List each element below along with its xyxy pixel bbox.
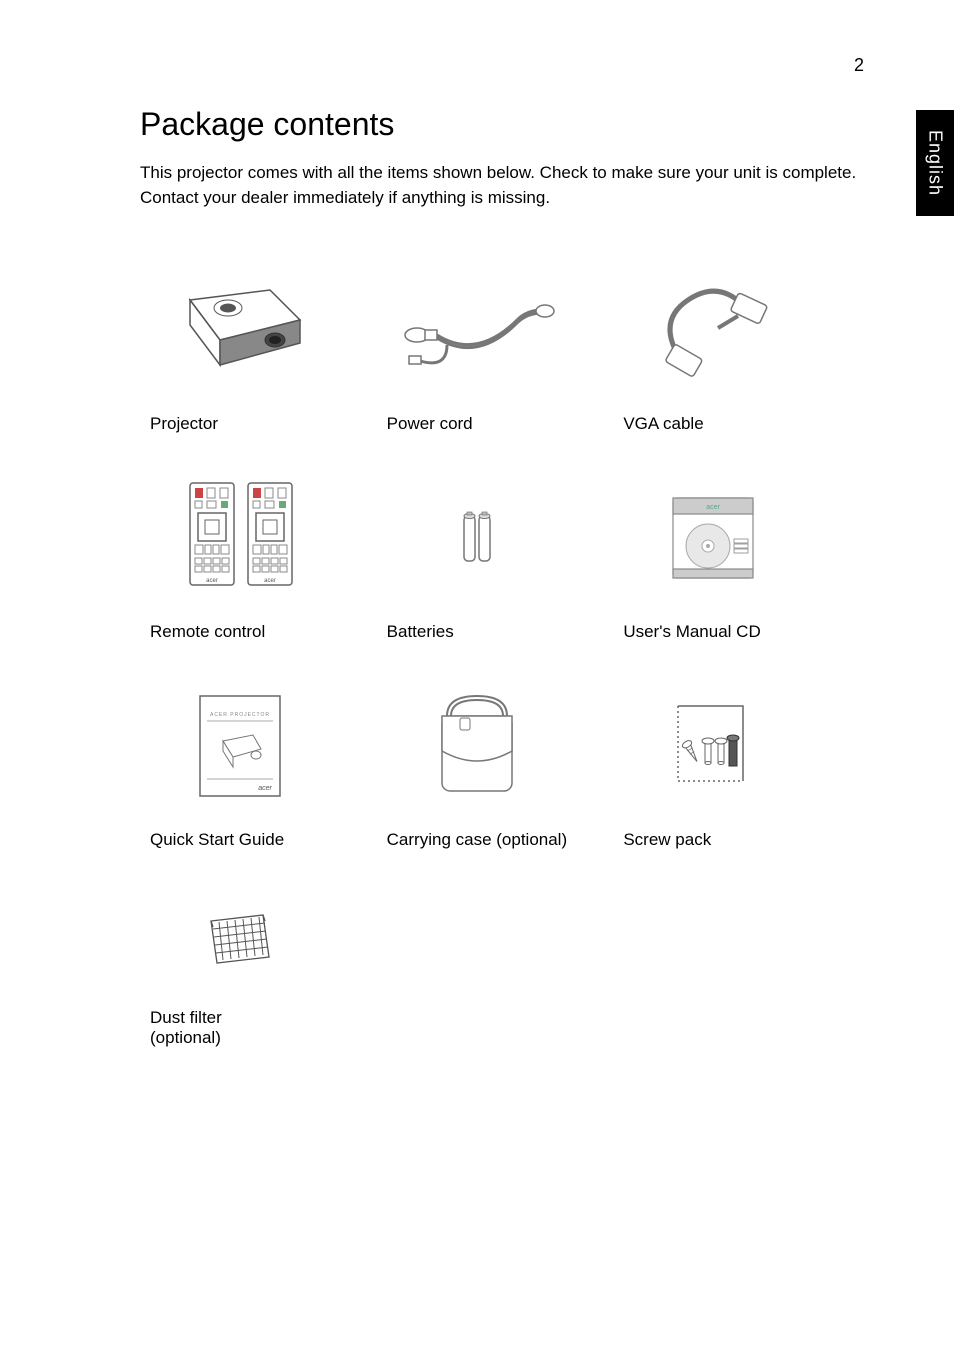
projector-icon	[150, 270, 330, 390]
item-case: Carrying case (optional)	[387, 686, 624, 870]
item-label: Dust filter (optional)	[150, 1008, 222, 1048]
page-number: 2	[0, 0, 954, 76]
item-label: VGA cable	[623, 414, 703, 434]
language-tab: English	[916, 110, 954, 216]
filter-icon	[150, 894, 330, 984]
guide-icon: ACER PROJECTOR acer	[150, 686, 330, 806]
item-label: Carrying case (optional)	[387, 830, 567, 850]
remote-icon: acer acer	[150, 478, 330, 598]
batteries-icon	[387, 478, 567, 598]
item-label: Batteries	[387, 622, 454, 642]
vga-cable-icon	[623, 270, 803, 390]
svg-text:acer: acer	[707, 504, 721, 511]
item-cd: acer User's Manual CD	[623, 478, 860, 662]
item-vga-cable: VGA cable	[623, 270, 860, 454]
item-power-cord: Power cord	[387, 270, 624, 454]
svg-text:acer: acer	[258, 785, 272, 792]
svg-text:acer: acer	[206, 578, 218, 584]
item-label: Quick Start Guide	[150, 830, 284, 850]
svg-text:ACER PROJECTOR: ACER PROJECTOR	[210, 712, 270, 718]
item-guide: ACER PROJECTOR acer Quick Start Guide	[150, 686, 387, 870]
item-label: User's Manual CD	[623, 622, 760, 642]
item-label: Projector	[150, 414, 218, 434]
screws-icon	[623, 686, 803, 806]
case-icon	[387, 686, 567, 806]
main-content: Package contents This projector comes wi…	[0, 106, 860, 1068]
items-grid: Projector Power cord	[140, 270, 860, 1068]
intro-text: This projector comes with all the items …	[140, 161, 860, 210]
language-label: English	[925, 130, 946, 196]
item-projector: Projector	[150, 270, 387, 454]
svg-text:acer: acer	[264, 578, 276, 584]
item-label: Remote control	[150, 622, 265, 642]
item-label: Power cord	[387, 414, 473, 434]
item-screws: Screw pack	[623, 686, 860, 870]
page-title: Package contents	[140, 106, 860, 143]
page-number-value: 2	[854, 55, 864, 75]
item-filter: Dust filter (optional)	[150, 894, 387, 1068]
item-remote: acer acer	[150, 478, 387, 662]
item-label: Screw pack	[623, 830, 711, 850]
item-batteries: Batteries	[387, 478, 624, 662]
cd-icon: acer	[623, 478, 803, 598]
power-cord-icon	[387, 270, 567, 390]
